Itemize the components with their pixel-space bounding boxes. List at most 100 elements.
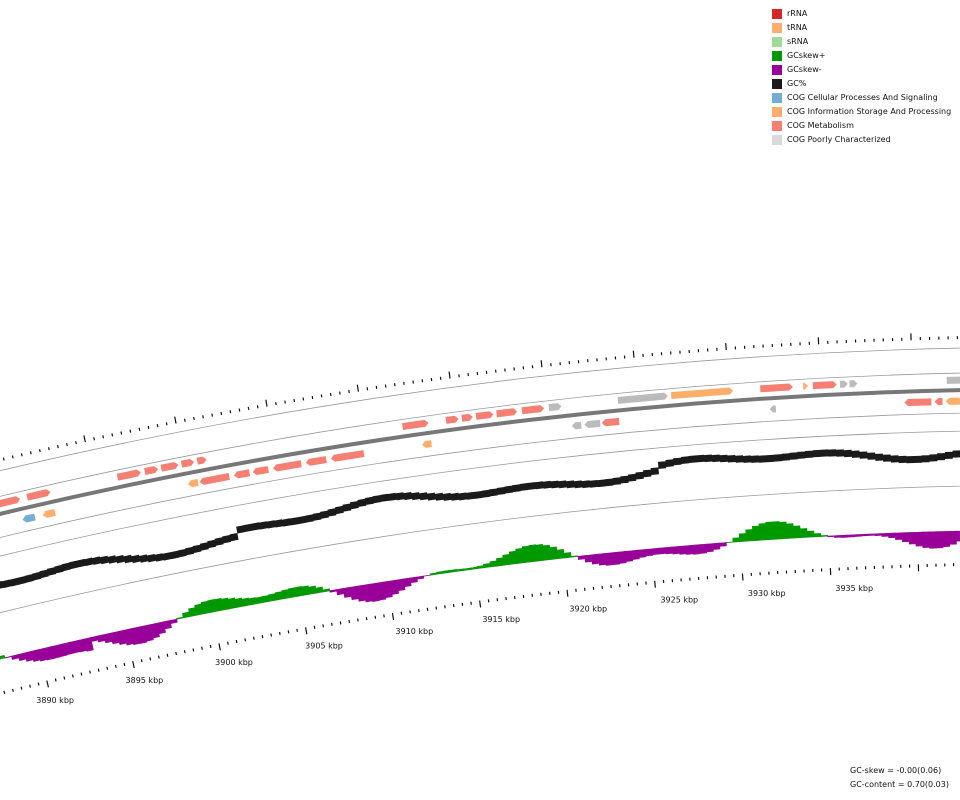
gc-skew-negative-bar — [156, 621, 166, 635]
gene-arrow — [305, 456, 327, 466]
gc-skew-positive-bar — [799, 528, 808, 538]
ruler-tick — [138, 427, 141, 431]
gc-skew-positive-bar — [732, 537, 741, 543]
gc-skew-positive-bar — [563, 552, 572, 559]
ruler-label: 3900 kbp — [215, 658, 253, 667]
gc-skew-negative-bar — [712, 542, 721, 550]
ruler-tick — [175, 651, 177, 656]
gene-arrow — [945, 397, 960, 405]
ruler-label: 3935 kbp — [835, 584, 873, 593]
ruler-tick — [89, 670, 91, 674]
gene-arrow — [461, 413, 473, 422]
ruler-tick — [654, 580, 656, 588]
ruler-tick — [209, 644, 212, 649]
ruler-tick — [106, 666, 109, 670]
gc-skew-positive-bar — [778, 521, 788, 540]
track-guide-lines — [0, 347, 960, 660]
legend-label: COG Metabolism — [787, 121, 854, 130]
ruler-label: 3925 kbp — [660, 596, 698, 605]
gc-skew-negative-bar — [11, 654, 20, 660]
gc-skew-negative-bar — [719, 542, 727, 547]
ruler-tick — [220, 411, 223, 415]
ruler-tick — [725, 343, 727, 351]
gene-arrow — [445, 415, 459, 424]
gene-arrow — [617, 392, 668, 404]
gene-arrow — [199, 473, 230, 485]
legend-swatch — [772, 121, 782, 131]
ruler-tick — [102, 435, 105, 439]
gene-arrow — [116, 469, 141, 481]
ruler-tick — [278, 631, 281, 636]
gene-arrow — [496, 408, 518, 418]
ruler-tick — [741, 573, 744, 581]
ruler-tick — [120, 431, 123, 435]
gene-arrow — [803, 382, 809, 390]
legend-label: COG Information Storage And Processing — [787, 107, 952, 116]
ruler-tick — [140, 659, 143, 663]
ruler-tick — [157, 655, 160, 659]
gc-skew-negative-bar — [591, 553, 600, 565]
ruler-tick — [11, 455, 14, 459]
ruler-tick — [183, 418, 186, 422]
gc-skew-negative-bar — [949, 530, 957, 545]
gc-skew-positive-bar — [556, 548, 565, 559]
ruler-tick — [29, 451, 32, 455]
gc-skew-positive-bar — [820, 534, 828, 537]
ruler-tick — [38, 449, 41, 453]
gc-skew-negative-bar — [847, 534, 856, 538]
gc-skew-negative-bar — [611, 551, 620, 566]
gc-skew-positive-bar — [322, 588, 331, 593]
gc-skew-negative-bar — [416, 575, 425, 580]
ruler-tick — [287, 630, 290, 634]
gene-arrow — [42, 508, 56, 518]
gc-skew-negative-bar — [678, 545, 687, 555]
gc-skew-negative-bar — [955, 530, 960, 542]
gc-skew-positive-bar — [483, 563, 491, 569]
genome-backbone — [0, 388, 960, 517]
legend-swatch — [772, 23, 782, 33]
outer-tick-ring — [2, 333, 958, 461]
gc-skew-positive-bar — [176, 616, 184, 620]
gc-skew-negative-bar — [577, 555, 586, 560]
gc-skew-positive-bar — [449, 569, 458, 573]
ruler-tick — [322, 624, 325, 628]
gene-features — [0, 376, 960, 523]
gc-skew-positive-bar — [308, 585, 317, 595]
gc-skew-negative-bar — [928, 531, 937, 549]
legend-swatch — [772, 65, 782, 75]
gc-skew-negative-bar — [336, 588, 345, 596]
ruler-tick — [174, 416, 177, 424]
ruler-tick — [20, 686, 23, 690]
gene-arrow — [601, 417, 620, 427]
ruler-tick — [632, 350, 635, 358]
gc-skew-negative-bar — [389, 579, 400, 595]
legend-label: COG Poorly Characterized — [787, 135, 891, 144]
gene-arrow — [670, 387, 734, 400]
gc-skew-negative-bar — [403, 577, 412, 588]
ruler-tick — [123, 662, 126, 667]
gene-arrow — [475, 411, 494, 420]
gene-arrow — [769, 405, 777, 413]
gene-arrow — [273, 460, 302, 472]
gc-skew-positive-bar — [535, 543, 545, 562]
ruler-label: 3910 kbp — [396, 627, 434, 636]
gc-skew-positive-bar — [489, 560, 498, 568]
gc-skew-positive-bar — [241, 597, 251, 607]
ruler-tick — [147, 425, 150, 430]
ruler-tick — [20, 453, 23, 457]
gc-skew-positive-bar — [772, 521, 781, 540]
legend-label: GC% — [787, 79, 807, 88]
gc-skew-positive-bar — [436, 570, 444, 575]
ruler-tick — [80, 672, 83, 676]
ruler-tick — [149, 657, 152, 661]
gc-skew-positive-bar — [785, 523, 795, 539]
gc-content-stat: GC-content = 0.70(0.03) — [850, 780, 949, 789]
ruler-tick — [3, 690, 6, 695]
ruler-tick — [66, 443, 68, 447]
legend-label: COG Cellular Processes And Signaling — [787, 93, 938, 102]
gc-skew-negative-bar — [665, 546, 674, 555]
gc-skew-positive-bar — [476, 565, 485, 569]
gc-skew-negative-bar — [854, 534, 862, 537]
ruler-tick — [479, 600, 482, 608]
gc-skew-positive-bar — [220, 597, 231, 611]
